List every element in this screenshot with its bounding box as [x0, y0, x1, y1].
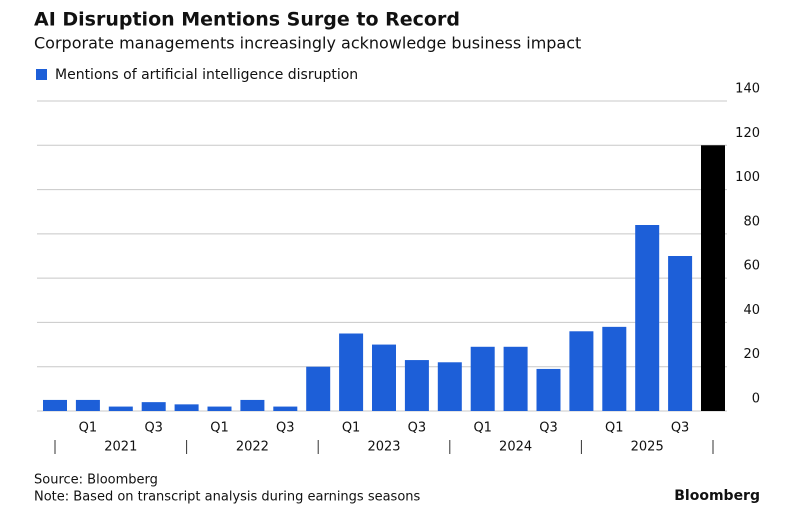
- bar: [437, 362, 462, 411]
- y-tick-label: 40: [743, 303, 760, 318]
- y-tick-label: 60: [743, 259, 760, 274]
- legend-swatch: [36, 69, 47, 80]
- bar: [207, 406, 232, 411]
- bar: [569, 331, 594, 411]
- y-tick-label: 20: [743, 347, 760, 362]
- note: Note: Based on transcript analysis durin…: [34, 490, 421, 505]
- year-label: 2024: [499, 440, 532, 455]
- y-tick-label: 140: [735, 82, 760, 97]
- x-tick-label: Q1: [605, 421, 624, 436]
- bar: [75, 399, 100, 411]
- source: Source: Bloomberg: [34, 473, 158, 488]
- x-tick-label: Q3: [144, 421, 163, 436]
- year-label: 2023: [367, 440, 400, 455]
- x-tick-label: Q3: [671, 421, 690, 436]
- x-tick-label: Q1: [342, 421, 361, 436]
- bar: [470, 346, 495, 411]
- bar: [43, 399, 67, 411]
- bar: [240, 399, 265, 411]
- chart-subtitle: Corporate managements increasingly ackno…: [34, 34, 581, 53]
- x-tick-label: Q1: [210, 421, 229, 436]
- x-tick-label: Q1: [79, 421, 98, 436]
- bar: [306, 366, 331, 411]
- bar: [404, 360, 429, 411]
- year-label: 2021: [104, 440, 137, 455]
- bar: [273, 406, 298, 411]
- year-label: 2025: [631, 440, 664, 455]
- x-tick-label: Q1: [473, 421, 492, 436]
- bar: [668, 256, 693, 411]
- bar: [141, 402, 166, 411]
- y-tick-label: 100: [735, 170, 760, 185]
- bar: [339, 333, 364, 411]
- chart-title: AI Disruption Mentions Surge to Record: [34, 9, 460, 31]
- y-tick-label: 120: [735, 126, 760, 141]
- y-tick-label: 80: [743, 214, 760, 229]
- bar: [108, 406, 133, 411]
- x-tick-label: Q3: [408, 421, 427, 436]
- y-tick-label: 0: [752, 392, 760, 407]
- bar: [602, 326, 627, 411]
- bar: [174, 404, 199, 411]
- brand: Bloomberg: [674, 488, 760, 504]
- bar: [635, 225, 660, 411]
- legend-label: Mentions of artificial intelligence disr…: [55, 67, 358, 83]
- x-tick-label: Q3: [276, 421, 295, 436]
- year-label: 2022: [236, 440, 269, 455]
- bar: [536, 368, 561, 411]
- bar: [701, 145, 725, 412]
- bar: [503, 346, 528, 411]
- x-tick-label: Q3: [539, 421, 558, 436]
- bar: [372, 344, 396, 411]
